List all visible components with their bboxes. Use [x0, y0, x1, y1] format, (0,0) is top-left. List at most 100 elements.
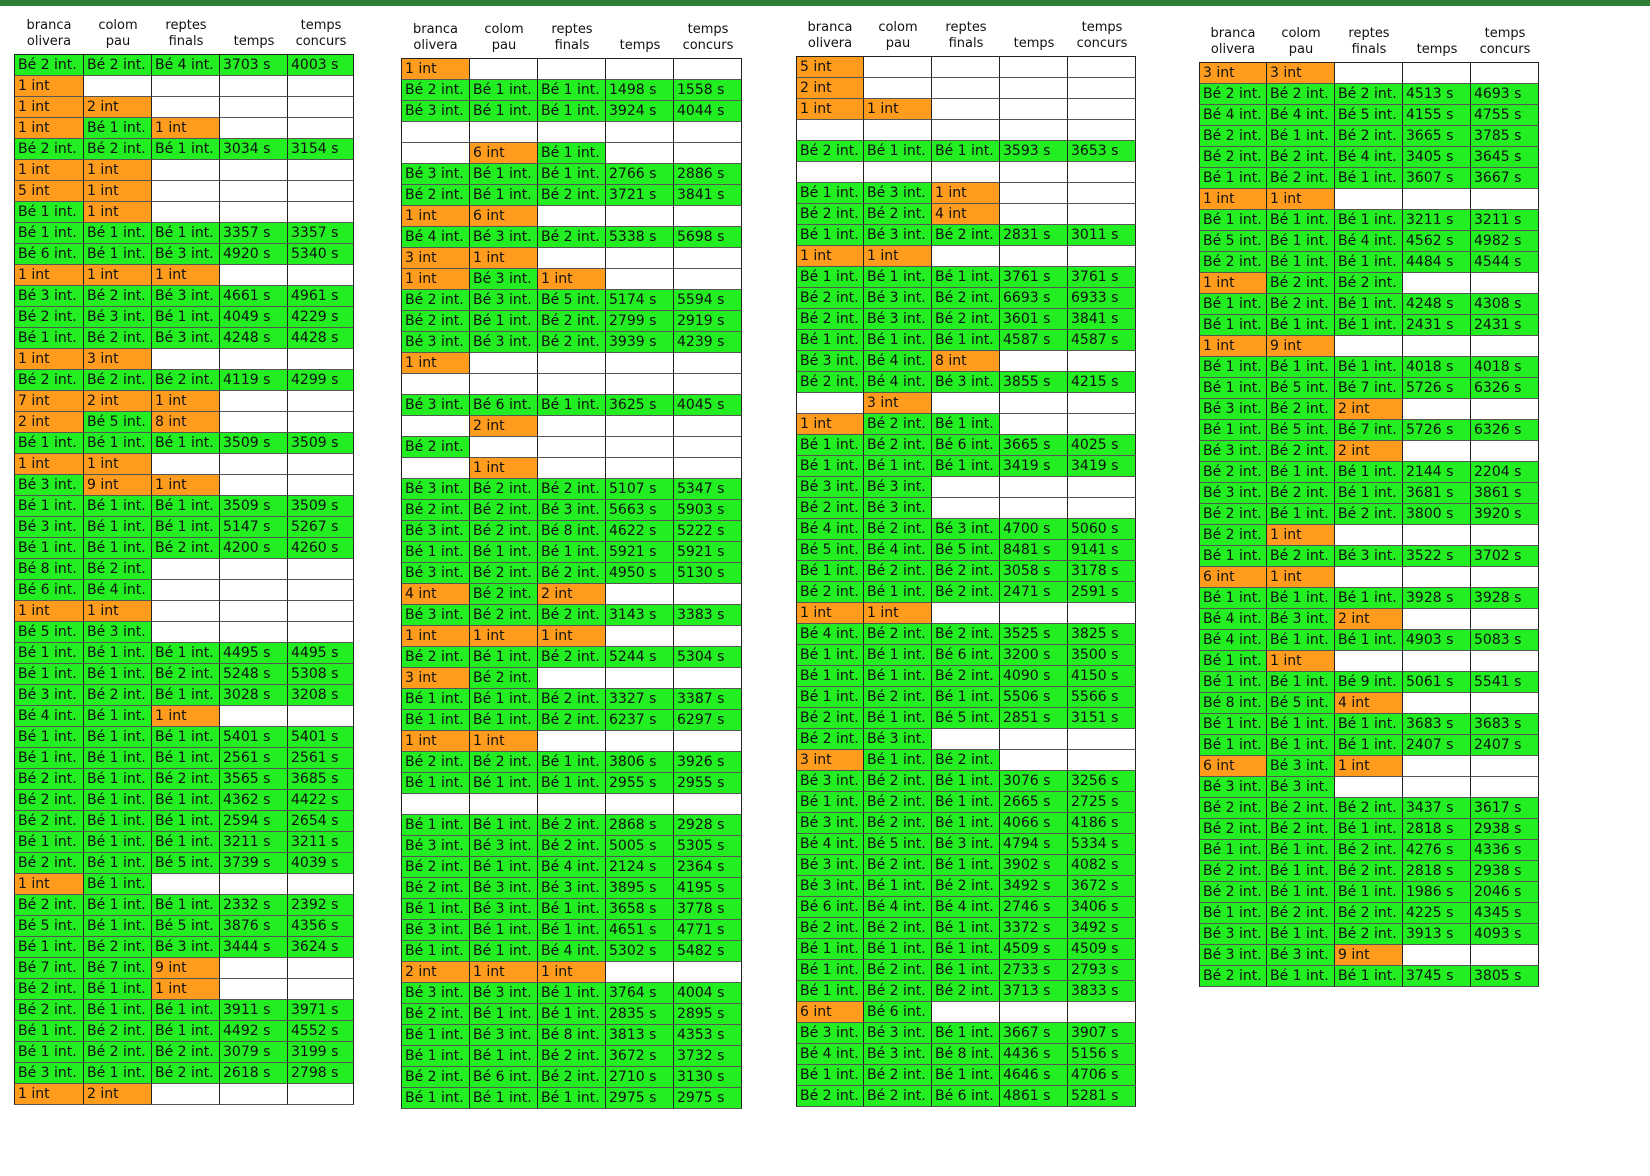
cell-colom-pau: Bé 1 int. [84, 706, 152, 727]
cell-colom-pau: Bé 1 int. [470, 941, 538, 962]
cell-colom-pau: Bé 6 int. [470, 395, 538, 416]
cell-branca-olivera: Bé 1 int. [796, 267, 864, 288]
cell-temps [606, 122, 674, 143]
cell-branca-olivera: Bé 2 int. [796, 288, 864, 309]
cell-colom-pau: Bé 1 int. [470, 1046, 538, 1067]
cell-temps-concurs: 2955 s [674, 773, 742, 794]
cell-temps [1403, 756, 1471, 777]
cell-reptes-finals: Bé 2 int. [932, 750, 1000, 771]
table-row: Bé 3 int. 9 int 1 int [14, 475, 354, 496]
cell-branca-olivera: Bé 2 int. [14, 895, 84, 916]
cell-temps-concurs: 2725 s [1068, 792, 1136, 813]
cell-temps-concurs: 5060 s [1068, 519, 1136, 540]
cell-colom-pau: Bé 3 int. [864, 225, 932, 246]
cell-temps [606, 437, 674, 458]
cell-temps [1000, 183, 1068, 204]
table-row: Bé 2 int. Bé 1 int. Bé 1 int. 2835 s 2895 s [401, 1004, 742, 1025]
cell-reptes-finals: Bé 1 int. [1335, 294, 1403, 315]
cell-branca-olivera: Bé 1 int. [401, 689, 470, 710]
cell-branca-olivera: Bé 1 int. [401, 941, 470, 962]
cell-branca-olivera: 5 int [796, 57, 864, 78]
cell-temps: 3665 s [1403, 126, 1471, 147]
cell-temps-concurs: 5130 s [674, 563, 742, 584]
table-row: Bé 2 int. Bé 2 int. Bé 2 int. 3437 s 3617 s [1199, 798, 1539, 819]
cell-temps: 5147 s [220, 517, 288, 538]
cell-colom-pau: Bé 1 int. [864, 267, 932, 288]
cell-temps [220, 979, 288, 1000]
cell-colom-pau: Bé 2 int. [84, 328, 152, 349]
cell-reptes-finals [152, 202, 220, 223]
cell-temps-concurs [674, 731, 742, 752]
cell-temps: 3593 s [1000, 141, 1068, 162]
cell-colom-pau: 1 int [1267, 189, 1335, 210]
cell-branca-olivera: 6 int [796, 1002, 864, 1023]
cell-reptes-finals: 2 int [1335, 609, 1403, 630]
cell-reptes-finals: Bé 1 int. [152, 496, 220, 517]
table-row: Bé 4 int. Bé 3 int. 2 int [1199, 609, 1539, 630]
cell-branca-olivera: Bé 3 int. [401, 983, 470, 1004]
cell-reptes-finals [152, 1084, 220, 1105]
cell-temps: 3806 s [606, 752, 674, 773]
cell-reptes-finals: Bé 2 int. [538, 1067, 606, 1088]
table-row: Bé 3 int. Bé 6 int. Bé 1 int. 3625 s 4045 s [401, 395, 742, 416]
table-row: 1 int 6 int [401, 206, 742, 227]
cell-temps-concurs: 3357 s [288, 223, 354, 244]
cell-branca-olivera: 2 int [401, 962, 470, 983]
table-row: Bé 1 int. Bé 1 int. Bé 2 int. 6237 s 6297 s [401, 710, 742, 731]
cell-temps-concurs [1068, 603, 1136, 624]
cell-colom-pau: Bé 2 int. [864, 204, 932, 225]
cell-reptes-finals: Bé 1 int. [152, 223, 220, 244]
cell-colom-pau: Bé 1 int. [864, 645, 932, 666]
header-temps-concurs: temps concurs [682, 22, 734, 53]
table-row: 1 int [401, 59, 742, 80]
cell-branca-olivera [796, 393, 864, 414]
table-row: Bé 2 int. Bé 1 int. Bé 2 int. 3800 s 3920 s [1199, 504, 1539, 525]
cell-reptes-finals: 1 int [1335, 756, 1403, 777]
cell-temps-concurs: 4982 s [1471, 231, 1539, 252]
cell-temps-concurs: 6297 s [674, 710, 742, 731]
cell-reptes-finals: Bé 1 int. [152, 433, 220, 454]
cell-reptes-finals: 1 int [538, 269, 606, 290]
cell-temps [220, 118, 288, 139]
cell-colom-pau: 1 int [864, 99, 932, 120]
cell-branca-olivera: Bé 2 int. [401, 185, 470, 206]
cell-reptes-finals: Bé 2 int. [932, 624, 1000, 645]
cell-temps-concurs: 5482 s [674, 941, 742, 962]
results-table-3: branca olivera colom pau reptes finals temp… [796, 10, 1136, 1107]
cell-temps [1000, 729, 1068, 750]
cell-temps-concurs [1068, 1002, 1136, 1023]
cell-temps: 2955 s [606, 773, 674, 794]
cell-reptes-finals [932, 1002, 1000, 1023]
cell-reptes-finals: Bé 2 int. [932, 288, 1000, 309]
cell-colom-pau: Bé 3 int. [864, 1044, 932, 1065]
cell-colom-pau: 3 int [84, 349, 152, 370]
cell-temps: 3658 s [606, 899, 674, 920]
cell-temps: 2618 s [220, 1063, 288, 1084]
cell-reptes-finals: Bé 2 int. [538, 185, 606, 206]
cell-branca-olivera: 1 int [14, 349, 84, 370]
cell-temps-concurs: 4229 s [288, 307, 354, 328]
header-colom-pau: colom pau [1281, 26, 1321, 57]
cell-branca-olivera: Bé 2 int. [401, 500, 470, 521]
cell-branca-olivera: 5 int [14, 181, 84, 202]
cell-branca-olivera: Bé 3 int. [796, 813, 864, 834]
cell-temps [606, 206, 674, 227]
table-row: 3 int 1 int [401, 248, 742, 269]
cell-branca-olivera: Bé 3 int. [401, 836, 470, 857]
cell-temps: 3703 s [220, 55, 288, 76]
cell-temps [220, 391, 288, 412]
header-branca-olivera: branca olivera [807, 20, 853, 51]
cell-temps-concurs: 4755 s [1471, 105, 1539, 126]
cell-temps-concurs: 3785 s [1471, 126, 1539, 147]
cell-temps: 3437 s [1403, 798, 1471, 819]
cell-temps-concurs: 4299 s [288, 370, 354, 391]
cell-temps: 4200 s [220, 538, 288, 559]
cell-temps [1403, 651, 1471, 672]
table-row: 1 int 3 int [14, 349, 354, 370]
cell-branca-olivera: Bé 2 int. [401, 311, 470, 332]
table-row: Bé 3 int. Bé 3 int. Bé 1 int. 3667 s 3907 s [796, 1023, 1136, 1044]
cell-colom-pau: Bé 3 int. [470, 1025, 538, 1046]
header-temps: temps [619, 38, 661, 53]
cell-branca-olivera: 6 int [1199, 567, 1267, 588]
cell-temps: 5107 s [606, 479, 674, 500]
